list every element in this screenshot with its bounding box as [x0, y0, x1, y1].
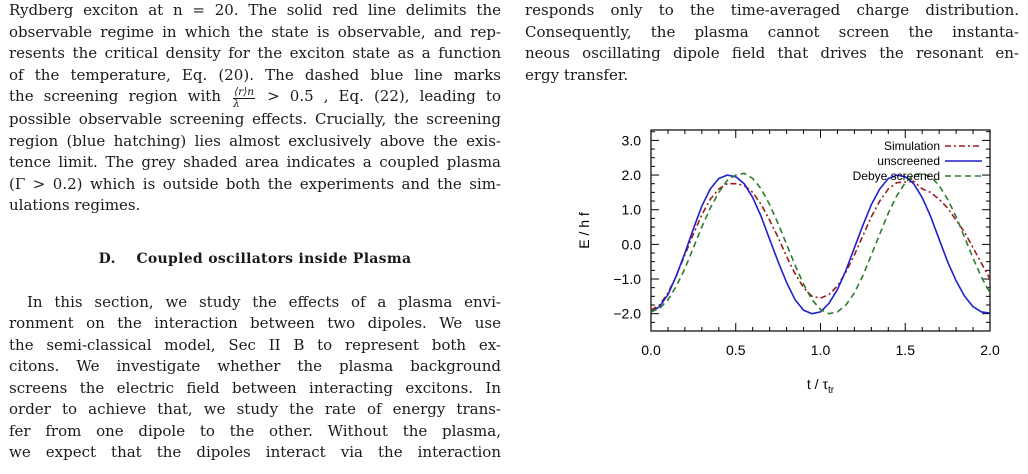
series-line-debye-screened [651, 172, 990, 315]
x-tick-label: 2.0 [980, 342, 1000, 358]
y-tick-label: −1.0 [613, 271, 641, 287]
body-line: citons. We investigate whether the plasm… [9, 357, 501, 375]
x-tick-label: 1.0 [811, 342, 831, 358]
body-line: ronment on the interaction between two d… [9, 314, 501, 332]
x-tick-label: 0.0 [641, 342, 661, 358]
x-tick-label: 0.5 [726, 342, 746, 358]
right-column: responds only to the time-averaged charg… [525, 0, 1019, 86]
legend-label: unscreened [877, 154, 940, 168]
caption-text: the screening region with [9, 87, 221, 105]
y-axis-label: E / h f [576, 212, 592, 249]
legend-label: Debye screened [853, 169, 940, 183]
body-line: responds only to the time-averaged charg… [525, 1, 1019, 19]
y-tick-label: 0.0 [622, 236, 642, 252]
caption-line: (Γ > 0.2) which is outside both the expe… [9, 174, 501, 193]
y-tick-label: 3.0 [622, 132, 642, 148]
section-title: Coupled oscillators inside Plasma [136, 250, 412, 267]
series-line-simulation [651, 180, 990, 311]
y-tick-label: −2.0 [613, 306, 641, 322]
x-axis-label: t / τtr [807, 376, 835, 396]
ratio-fraction: ⟨r⟩n λ [233, 86, 256, 110]
x-tick-label: 1.5 [896, 342, 916, 358]
section-number: D. [98, 250, 116, 267]
fraction-numerator: ⟨r⟩n [233, 86, 256, 99]
caption-line: possible observable screening effects. C… [9, 110, 501, 128]
caption-line: tence limit. The grey shaded area indica… [9, 153, 501, 171]
chart-svg: 0.0 0.5 1.0 1.5 2.0 −2.0 −1.0 0.0 1.0 2.0 3.0 t / τ… [576, 129, 1000, 396]
body-line: we expect that the dipoles interact via … [9, 443, 501, 461]
fraction-denominator: λ [233, 98, 240, 110]
left-column: Rydberg exciton at n = 20. The solid red… [9, 0, 501, 464]
body-line: neous oscillating dipole field that driv… [525, 44, 1019, 62]
caption-line: region (blue hatching) lies almost exclu… [9, 131, 501, 150]
series-line-unscreened [651, 174, 990, 315]
body-line: Consequently, the plasma cannot screen t… [525, 22, 1019, 41]
body-line: screens the electric field between inter… [9, 378, 501, 397]
caption-line: resents the critical density for the exc… [9, 44, 501, 62]
x-axis-label-subscript: tr [828, 385, 835, 396]
caption-line: ulations regimes. [9, 196, 141, 214]
body-line: In this section, we study the effects of… [27, 292, 501, 311]
body-line: fer from one dipole to the other. Withou… [9, 421, 501, 440]
energy-transfer-chart: 0.0 0.5 1.0 1.5 2.0 −2.0 −1.0 0.0 1.0 2.0 3.0 t / τ… [555, 118, 1020, 468]
section-heading: D. Coupled oscillators inside Plasma [9, 249, 501, 271]
y-tick-label: 1.0 [622, 202, 642, 218]
caption-line: Rydberg exciton at n = 20. The solid red… [9, 1, 501, 19]
body-line: order to achieve that, we study the rate… [9, 400, 501, 418]
caption-text: > 0.5 , Eq. (22), leading to [267, 87, 501, 105]
body-line: the semi-classical model, Sec II B to re… [9, 335, 501, 354]
caption-line: observable regime in which the state is … [9, 22, 501, 41]
y-tick-label: 2.0 [622, 167, 642, 183]
body-line: ergy transfer. [525, 65, 629, 84]
caption-line-with-fraction: the screening region with ⟨r⟩n λ > 0.5 ,… [9, 86, 501, 110]
legend-label: Simulation [884, 139, 940, 153]
caption-line: of the temperature, Eq. (20). The dashed… [9, 65, 501, 84]
